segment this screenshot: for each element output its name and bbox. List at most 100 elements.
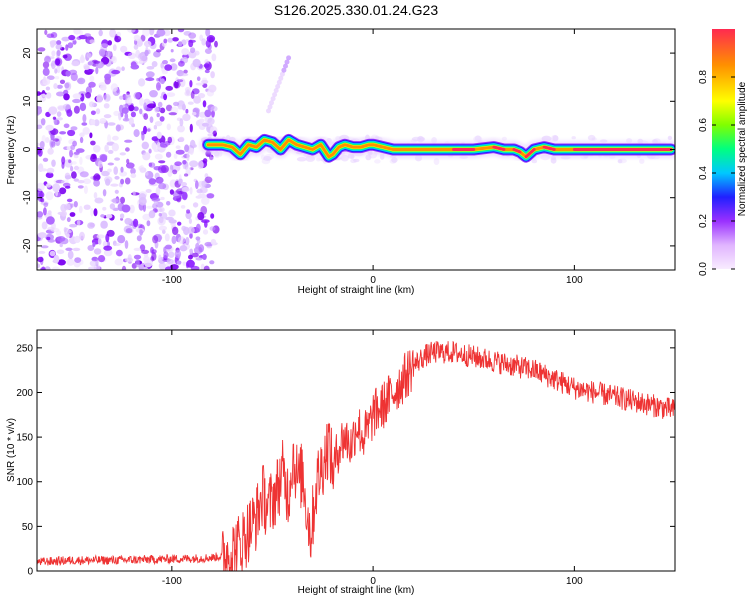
noise-blob [88,81,96,88]
noise-blob [184,86,191,93]
noise-blob [185,39,189,43]
noise-blob [133,34,141,42]
noise-blob [112,135,119,141]
noise-blob [68,34,76,41]
x-tick-label: 100 [566,275,583,286]
noise-blob [166,201,171,206]
noise-blob [42,61,50,69]
noise-blob [192,58,201,68]
noise-blob [163,251,169,259]
noise-blob [189,160,199,168]
noise-blob [156,29,166,37]
noise-blob [133,254,142,260]
noise-blob [119,152,127,156]
noise-blob [171,235,177,245]
noise-blob [133,247,141,251]
noise-blob [166,92,176,97]
noise-blob [81,122,88,126]
noise-blob [182,113,191,122]
noise-blob [37,106,43,115]
noise-blob [194,50,200,56]
noise-blob [83,65,90,71]
x-tick-label: -100 [162,576,182,587]
noise-blob [68,69,78,76]
noise-blob [204,69,210,74]
noise-blob [200,263,205,270]
noise-blob [124,139,133,143]
noise-blob [144,171,149,176]
noise-blob [261,158,271,165]
ridge-peak [524,148,536,159]
noise-blob [41,221,48,230]
noise-blob [172,169,178,175]
noise-blob [120,45,128,53]
noise-blob [102,206,107,211]
noise-blob [60,203,67,212]
noise-blob [107,122,116,126]
noise-blob [196,76,201,81]
y-tick-label: 50 [22,522,34,533]
noise-blob [46,75,55,80]
noise-blob [132,191,136,196]
noise-blob [165,85,173,91]
y-tick-label: 150 [16,433,33,444]
noise-blob [169,189,174,195]
noise-blob [77,77,86,85]
y-tick-label: 200 [16,388,33,399]
noise-blob [208,84,217,93]
noise-blob [56,40,62,46]
noise-blob [148,29,155,36]
noise-blob [103,93,111,102]
noise-blob [210,238,217,246]
noise-blob [617,159,623,164]
noise-blob [118,112,122,121]
ridge-peak [512,148,522,154]
noise-blob [209,260,215,265]
noise-blob [102,189,107,197]
noise-blob [139,164,145,174]
noise-blob [89,39,96,44]
noise-blob [158,262,166,270]
y-tick-label: 0 [27,567,33,578]
noise-blob [133,44,139,50]
noise-blob [100,154,108,162]
noise-blob [56,64,61,74]
noise-blob [46,236,51,241]
noise-blob [53,138,59,142]
noise-blob [111,143,119,152]
noise-blob [188,39,194,48]
x-tick-label: 0 [370,576,376,587]
noise-blob [173,153,178,159]
snr-x-ticks: -100 0 100 [162,330,583,587]
noise-blob [39,168,48,172]
noise-blob [279,71,285,77]
noise-blob [37,146,42,155]
noise-blob [151,197,161,202]
noise-blob [190,90,195,99]
noise-blob [170,63,178,71]
noise-blob [281,67,287,73]
noise-blob [156,131,162,139]
noise-blob [62,103,71,110]
colorbar-tick-label: 0.6 [698,118,709,132]
noise-blob [138,196,147,206]
noise-blob [94,197,104,204]
noise-blob [42,67,50,77]
noise-blob [186,259,195,268]
noise-blob [149,116,154,123]
y-tick-label: 10 [22,95,33,107]
noise-blob [73,165,80,171]
noise-blob [95,174,101,180]
noise-blob [87,245,95,251]
noise-blob [154,106,160,113]
noise-blob [200,205,208,215]
noise-blob [155,186,161,196]
noise-blob [130,173,137,179]
noise-blob [159,116,165,122]
noise-blob [284,59,290,65]
noise-blob [113,243,121,246]
noise-blob [201,122,209,127]
noise-blob [183,69,188,74]
noise-blob [278,75,284,81]
noise-blob [40,118,46,126]
